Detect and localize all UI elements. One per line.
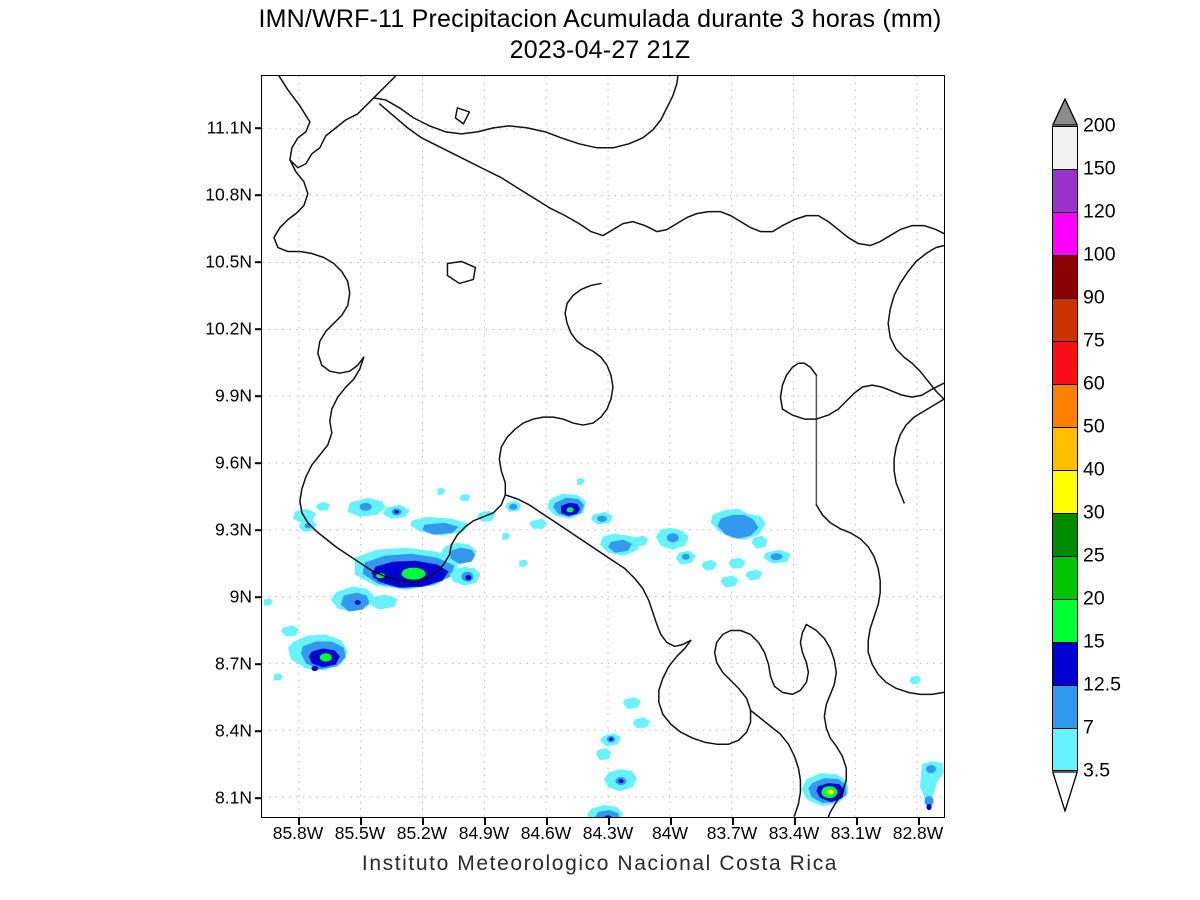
x-axis-tick-5 xyxy=(608,818,610,825)
x-axis-tick-0 xyxy=(298,818,300,825)
x-axis-tick-2 xyxy=(422,818,424,825)
y-axis-label-0: 11.1N xyxy=(206,117,252,138)
colorbar-segment-30 xyxy=(1052,513,1078,556)
y-axis-tick-8 xyxy=(255,663,262,665)
y-axis-label-4: 9.9N xyxy=(215,385,252,406)
y-axis-tick-10 xyxy=(255,797,262,799)
colorbar-segment-100 xyxy=(1052,255,1078,298)
colorbar-under-arrow xyxy=(1052,771,1078,812)
colorbar-label-3_5: 3.5 xyxy=(1083,759,1111,782)
y-axis-tick-9 xyxy=(255,730,262,732)
colorbar-segment-25 xyxy=(1052,556,1078,599)
precipitation-contours xyxy=(263,477,944,817)
colorbar-label-150: 150 xyxy=(1083,157,1116,180)
y-axis-tick-2 xyxy=(255,261,262,263)
y-axis-label-1: 10.8N xyxy=(205,184,252,205)
y-axis-label-3: 10.2N xyxy=(205,318,252,339)
colorbar-label-60: 60 xyxy=(1083,372,1105,395)
map-svg xyxy=(262,76,944,817)
colorbar-label-200: 200 xyxy=(1083,114,1116,137)
x-axis-tick-10 xyxy=(918,818,920,825)
x-axis-label-2: 85.2W xyxy=(396,823,448,843)
colorbar-label-100: 100 xyxy=(1083,243,1116,266)
y-axis-label-9: 8.4N xyxy=(215,720,252,741)
x-axis-label-1: 85.5W xyxy=(334,823,386,843)
colorbar-segment-200 xyxy=(1052,126,1078,169)
y-axis-tick-5 xyxy=(255,462,262,464)
x-axis-tick-3 xyxy=(484,818,486,825)
y-axis-tick-0 xyxy=(255,127,262,129)
x-axis-label-9: 83.1W xyxy=(830,823,882,843)
y-axis-label-10: 8.1N xyxy=(215,787,252,808)
x-axis-label-4: 84.6W xyxy=(520,823,572,843)
x-axis-label-8: 83.4W xyxy=(768,823,820,843)
y-axis-label-2: 10.5N xyxy=(205,251,252,272)
y-axis-label-7: 9N xyxy=(229,586,252,607)
coastline-borders xyxy=(273,76,944,817)
colorbar-segment-15 xyxy=(1052,642,1078,685)
colorbar-label-12_5: 12.5 xyxy=(1083,673,1121,696)
x-axis-label-5: 84.3W xyxy=(582,823,634,843)
x-axis-label-6: 84W xyxy=(652,823,688,843)
x-axis-tick-8 xyxy=(794,818,796,825)
y-axis-tick-4 xyxy=(255,395,262,397)
colorbar-label-90: 90 xyxy=(1083,286,1105,309)
colorbar-segment-60 xyxy=(1052,384,1078,427)
map-plot-area xyxy=(261,75,945,818)
colorbar-segment-75 xyxy=(1052,341,1078,384)
colorbar-label-30: 30 xyxy=(1083,501,1105,524)
y-axis-tick-7 xyxy=(255,596,262,598)
x-axis-tick-4 xyxy=(546,818,548,825)
colorbar-segment-20 xyxy=(1052,599,1078,642)
footer-attribution: Instituto Meteorologico Nacional Costa R… xyxy=(361,852,839,875)
title-line-2: 2023-04-27 21Z xyxy=(509,35,691,64)
colorbar-label-25: 25 xyxy=(1083,544,1105,567)
y-axis-tick-6 xyxy=(255,529,262,531)
colorbar-segment-40 xyxy=(1052,470,1078,513)
x-axis-label-3: 84.9W xyxy=(458,823,510,843)
colorbar-label-20: 20 xyxy=(1083,587,1105,610)
x-axis-label-0: 85.8W xyxy=(272,823,324,843)
x-axis-tick-6 xyxy=(670,818,672,825)
colorbar-segment-150 xyxy=(1052,169,1078,212)
x-axis-tick-7 xyxy=(732,818,734,825)
colorbar-label-120: 120 xyxy=(1083,200,1116,223)
title-line-1: IMN/WRF-11 Precipitacion Acumulada duran… xyxy=(258,5,942,33)
x-axis-tick-1 xyxy=(360,818,362,825)
colorbar-segment-12_5 xyxy=(1052,685,1078,728)
y-axis-label-8: 8.7N xyxy=(215,653,252,674)
colorbar: 200 150 120 100 90 75 60 50 40 30 25 20 … xyxy=(1052,98,1121,812)
y-axis-label-5: 9.6N xyxy=(215,452,252,473)
colorbar-segment-7 xyxy=(1052,728,1078,771)
colorbar-label-15: 15 xyxy=(1083,630,1105,653)
colorbar-over-arrow xyxy=(1052,98,1078,126)
colorbar-label-7: 7 xyxy=(1083,716,1094,739)
colorbar-label-50: 50 xyxy=(1083,415,1105,438)
colorbar-segment-120 xyxy=(1052,212,1078,255)
y-axis-label-6: 9.3N xyxy=(215,519,252,540)
colorbar-segment-90 xyxy=(1052,298,1078,341)
colorbar-label-75: 75 xyxy=(1083,329,1105,352)
x-axis-label-10: 82.8W xyxy=(892,823,944,843)
y-axis-tick-3 xyxy=(255,328,262,330)
colorbar-segment-50 xyxy=(1052,427,1078,470)
x-axis-tick-9 xyxy=(856,818,858,825)
colorbar-label-40: 40 xyxy=(1083,458,1105,481)
x-axis-label-7: 83.7W xyxy=(706,823,758,843)
y-axis-tick-1 xyxy=(255,194,262,196)
chart-title: IMN/WRF-11 Precipitacion Acumulada duran… xyxy=(0,4,1200,65)
